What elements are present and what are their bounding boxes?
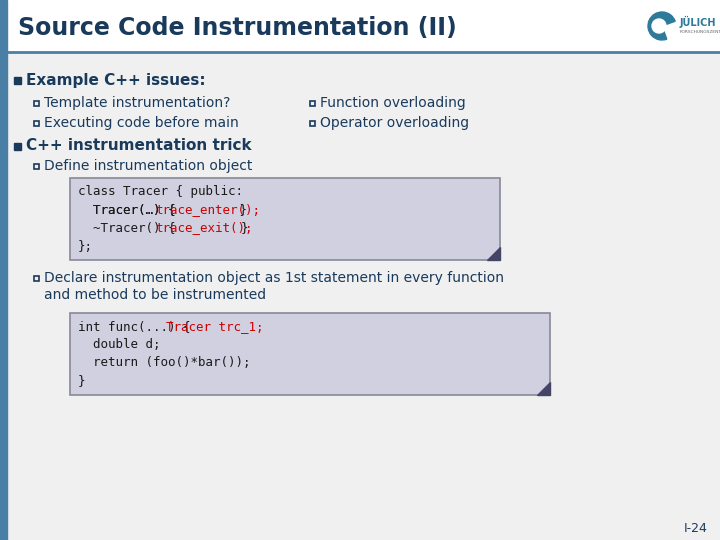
Bar (0, 0, 7, 540)
Text: Declare instrumentation object as 1st statement in every function: Declare instrumentation object as 1st st… (44, 271, 504, 285)
Text: FORSCHUNGSZENTRUM: FORSCHUNGSZENTRUM (680, 30, 720, 34)
Text: }: } (227, 221, 249, 234)
Text: trace_exit();: trace_exit(); (155, 221, 253, 234)
Text: C++ instrumentation trick: C++ instrumentation trick (26, 138, 251, 153)
FancyBboxPatch shape (34, 164, 39, 168)
Text: Tracer(…) {: Tracer(…) { (78, 204, 183, 217)
Circle shape (652, 19, 666, 33)
Text: Tracer(…) { trace_enter(); }: Tracer(…) { trace_enter(); } (78, 204, 303, 217)
Text: Example C++ issues:: Example C++ issues: (26, 72, 206, 87)
Text: Function overloading: Function overloading (320, 96, 466, 110)
Text: ~Tracer() {: ~Tracer() { (78, 221, 183, 234)
FancyBboxPatch shape (310, 100, 315, 105)
Bar (14, 143, 21, 150)
Polygon shape (537, 382, 550, 395)
Polygon shape (487, 247, 500, 260)
FancyBboxPatch shape (34, 275, 39, 280)
Text: Define instrumentation object: Define instrumentation object (44, 159, 253, 173)
Text: int func(...) {: int func(...) { (78, 321, 198, 334)
Text: Operator overloading: Operator overloading (320, 116, 469, 130)
Text: };: }; (78, 240, 93, 253)
Text: return (foo()*bar());: return (foo()*bar()); (78, 356, 251, 369)
Text: class Tracer { public:: class Tracer { public: (78, 186, 243, 199)
Bar (0, 0, 720, 52)
Text: Template instrumentation?: Template instrumentation? (44, 96, 230, 110)
Text: }: } (232, 204, 247, 217)
FancyBboxPatch shape (34, 100, 39, 105)
Bar (70, 178, 500, 260)
Text: Source Code Instrumentation (II): Source Code Instrumentation (II) (18, 16, 456, 40)
Text: }: } (78, 375, 86, 388)
Text: double d;: double d; (78, 339, 161, 352)
Text: JÜLICH: JÜLICH (680, 16, 716, 28)
Text: trace_enter();: trace_enter(); (155, 204, 260, 217)
Wedge shape (648, 12, 675, 40)
Text: Tracer trc_1;: Tracer trc_1; (166, 321, 264, 334)
FancyBboxPatch shape (310, 120, 315, 125)
Bar (14, 77, 21, 84)
Bar (70, 313, 550, 395)
Text: and method to be instrumented: and method to be instrumented (44, 288, 266, 302)
Circle shape (646, 10, 678, 42)
FancyBboxPatch shape (34, 120, 39, 125)
Text: Tracer(…) {: Tracer(…) { (78, 204, 183, 217)
Text: I-24: I-24 (684, 522, 708, 535)
Text: Executing code before main: Executing code before main (44, 116, 239, 130)
